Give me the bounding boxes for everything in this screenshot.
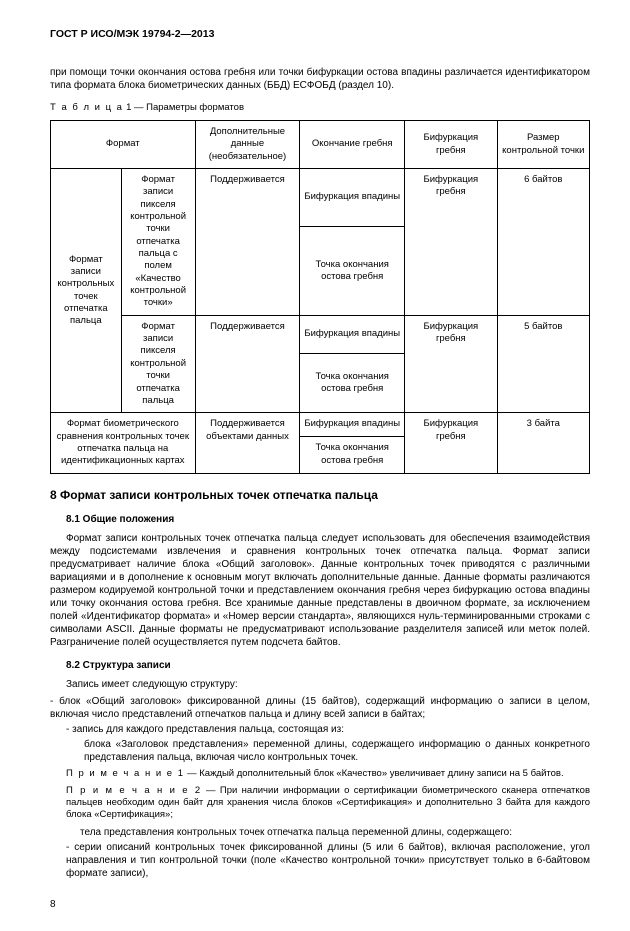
cell: Бифуркация гребня: [405, 169, 497, 316]
section-8-heading: 8 Формат записи контрольных точек отпеча…: [50, 488, 590, 504]
cell: Точка окончания остова гребня: [300, 227, 405, 316]
cell: Точка окончания остова гребня: [300, 354, 405, 413]
doc-header: ГОСТ Р ИСО/МЭК 19794-2—2013: [50, 28, 590, 42]
table-row: Формат записи пикселя контрольной точки …: [51, 315, 590, 354]
cell: Точка окончания остова гребня: [300, 437, 405, 474]
th-format: Формат: [51, 120, 196, 168]
table-label-spaced: Т а б л и ц а: [50, 102, 123, 113]
th-extra: Дополнительные данные (необязательное): [195, 120, 300, 168]
paragraph-8-2-intro: Запись имеет следующую структуру:: [50, 678, 590, 691]
note-2: П р и м е ч а н и е 2 — При наличии инфо…: [66, 785, 590, 822]
cell: Формат записи пикселя контрольной точки …: [121, 315, 195, 412]
paragraph-8-1: Формат записи контрольных точек отпечатк…: [50, 532, 590, 649]
formats-table: Формат Дополнительные данные (необязател…: [50, 120, 590, 474]
th-size: Размер контрольной точки: [497, 120, 589, 168]
page-number: 8: [50, 898, 590, 911]
cell: 3 байта: [497, 413, 589, 473]
list-item-sub: - серии описаний контрольных точек фикси…: [66, 841, 590, 880]
list-item: - запись для каждого представления пальц…: [66, 723, 590, 736]
list-item: тела представления контрольных точек отп…: [80, 826, 590, 839]
cell: Бифуркация гребня: [405, 315, 497, 412]
note-2-label: П р и м е ч а н и е 2: [66, 785, 202, 796]
cell: Формат биометрического сравнения контрол…: [51, 413, 196, 473]
cell: Поддерживается: [195, 169, 300, 316]
note-1-label: П р и м е ч а н и е 1: [66, 768, 184, 779]
cell: 5 байтов: [497, 315, 589, 412]
note-1-text: — Каждый дополнительный блок «Качество» …: [184, 768, 563, 779]
cell: Формат записи пикселя контрольной точки …: [121, 169, 195, 316]
cell: Поддерживается объектами данных: [195, 413, 300, 473]
table-caption: Т а б л и ц а 1 — Параметры форматов: [50, 102, 590, 114]
cell: Бифуркация впадины: [300, 315, 405, 354]
intro-paragraph: при помощи точки окончания остова гребня…: [50, 66, 590, 92]
cell: 6 байтов: [497, 169, 589, 316]
cell: Поддерживается: [195, 315, 300, 412]
table-label-rest: 1 — Параметры форматов: [123, 102, 244, 113]
cell: Бифуркация гребня: [405, 413, 497, 473]
cell: Формат записи контрольных точек отпечатк…: [51, 169, 122, 413]
list-item: - блок «Общий заголовок» фиксированной д…: [50, 695, 590, 721]
table-row: Формат записи контрольных точек отпечатк…: [51, 169, 590, 227]
section-8-1-heading: 8.1 Общие положения: [66, 513, 590, 526]
list-item-sub: блока «Заголовок представления» переменн…: [84, 738, 590, 764]
table-row: Формат биометрического сравнения контрол…: [51, 413, 590, 437]
cell: Бифуркация впадины: [300, 413, 405, 437]
th-end: Окончание гребня: [300, 120, 405, 168]
section-8-2-heading: 8.2 Структура записи: [66, 659, 590, 672]
table-header-row: Формат Дополнительные данные (необязател…: [51, 120, 590, 168]
th-bifurcation: Бифуркация гребня: [405, 120, 497, 168]
cell: Бифуркация впадины: [300, 169, 405, 227]
note-1: П р и м е ч а н и е 1 — Каждый дополните…: [66, 768, 590, 780]
